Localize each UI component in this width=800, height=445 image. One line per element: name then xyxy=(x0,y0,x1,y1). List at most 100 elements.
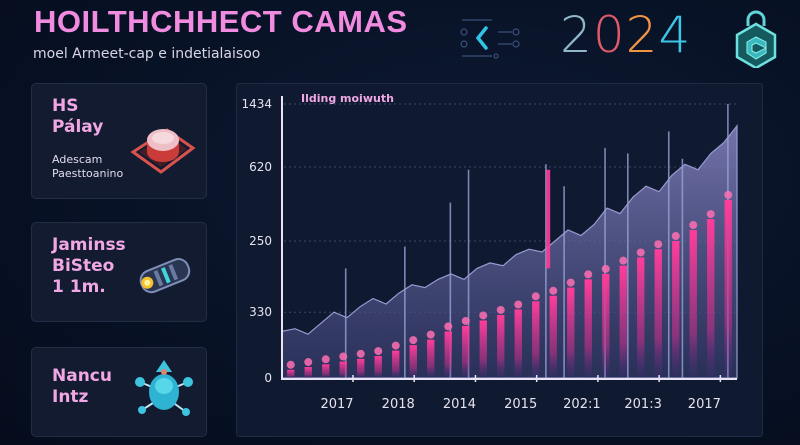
card-jaminss-bisteo[interactable]: Jaminss BiSteo 1 1m. xyxy=(31,222,207,322)
card-heading: Jaminss BiSteo 1 1m. xyxy=(52,235,126,298)
bar-cap xyxy=(671,232,680,240)
bar-cap xyxy=(479,311,488,320)
bar xyxy=(724,199,732,378)
axes xyxy=(281,96,737,382)
y-tick-label: 330 xyxy=(249,305,272,319)
year-digit: 2 xyxy=(560,6,593,64)
bar xyxy=(654,249,662,378)
bar-cap xyxy=(706,210,715,219)
bar xyxy=(462,325,470,378)
bar xyxy=(357,358,365,378)
bar-cap xyxy=(356,349,365,358)
bar-cap xyxy=(286,360,295,369)
bar-cap xyxy=(374,347,383,356)
card-heading-line: 1 1m. xyxy=(52,277,106,297)
bar-cap xyxy=(461,316,470,325)
chart-title: Ilding moiwuth xyxy=(301,92,394,105)
bar xyxy=(707,219,715,378)
bar-cap xyxy=(426,330,435,339)
x-tick-label: 201:3 xyxy=(624,397,661,412)
card-heading-line: Pálay xyxy=(52,117,104,137)
bar xyxy=(619,265,627,378)
card-heading: HS Pálay xyxy=(52,96,103,138)
bar xyxy=(497,314,505,378)
bar-cap xyxy=(409,336,418,345)
bar-cap xyxy=(549,286,558,295)
bar xyxy=(479,320,487,378)
nav-widget[interactable] xyxy=(458,14,528,62)
page-title: HOILTHCHHECT CAMAS xyxy=(34,4,408,39)
bar-cap xyxy=(444,322,453,331)
card-heading-line: Jaminss xyxy=(52,235,126,255)
bar xyxy=(637,257,645,378)
bar xyxy=(322,364,330,378)
bar-cap xyxy=(496,305,505,314)
bar-cap xyxy=(304,358,313,367)
bar xyxy=(672,241,680,378)
bar-cap xyxy=(391,341,400,350)
bar xyxy=(409,345,417,378)
y-tick-label: 250 xyxy=(249,234,272,248)
card-heading: Nancu Intz xyxy=(52,366,112,408)
bar-cap xyxy=(619,256,628,265)
red-device-icon xyxy=(130,128,196,174)
chart-panel: 1434 620 250 330 0 2017 2018 2014 2015 202:1 201:3… xyxy=(236,83,763,437)
hexagon-lock-icon xyxy=(735,10,777,68)
card-subtext-line: Paesttoanino xyxy=(52,167,124,180)
blue-molecule-icon xyxy=(135,360,193,416)
flow-diagram-icon xyxy=(460,19,520,59)
x-tick-label: 202:1 xyxy=(563,397,600,412)
x-tick-label: 2015 xyxy=(504,397,537,412)
year-display: 2024 xyxy=(560,6,691,64)
card-heading-line: HS xyxy=(52,96,79,116)
card-heading-line: BiSteo xyxy=(52,256,115,276)
bar xyxy=(532,301,540,378)
x-tick-label: 2014 xyxy=(443,397,476,412)
bar-cap xyxy=(689,221,698,230)
bar xyxy=(689,230,697,378)
year-digit: 4 xyxy=(658,6,692,64)
y-tick-label: 1434 xyxy=(241,97,272,111)
bar xyxy=(392,350,400,378)
bar-cap xyxy=(584,270,593,279)
growth-chart: 1434 620 250 330 0 2017 2018 2014 2015 202:1 201:3… xyxy=(241,92,738,412)
bar-cap xyxy=(654,240,663,249)
bar xyxy=(514,309,522,378)
year-digit: 2 xyxy=(625,6,659,64)
bar xyxy=(602,273,610,378)
bar-cap xyxy=(601,264,610,273)
bar xyxy=(567,287,575,378)
bar-cap xyxy=(531,292,540,301)
page-subtitle: moel Armeet-cap e indetialaisoo xyxy=(33,46,261,62)
bar xyxy=(374,356,382,378)
bar-cap xyxy=(636,248,645,257)
bar-cap xyxy=(339,352,348,361)
x-tick-label: 2017 xyxy=(320,397,353,412)
capsule-battery-icon xyxy=(139,258,191,294)
bar xyxy=(584,279,592,378)
card-heading-line: Intz xyxy=(52,387,89,407)
card-nancu-intz[interactable]: Nancu Intz xyxy=(31,347,207,437)
bar xyxy=(287,369,295,378)
spike-highlight xyxy=(546,169,551,269)
bar-cap xyxy=(321,355,330,364)
bar-series xyxy=(286,190,733,378)
bar xyxy=(339,361,347,378)
bar xyxy=(427,339,435,378)
card-heading-line: Nancu xyxy=(52,366,112,386)
y-tick-label: 620 xyxy=(249,160,272,174)
bar xyxy=(444,331,452,378)
bar xyxy=(304,367,312,378)
year-digit: 0 xyxy=(592,6,626,64)
tick-labels: 1434 620 250 330 0 2017 2018 2014 2015 202:1 201:3… xyxy=(241,97,720,412)
card-hs-palay[interactable]: HS Pálay Adescam Paesttoanino xyxy=(31,83,207,199)
y-tick-label: 0 xyxy=(264,371,272,385)
card-subtext: Adescam Paesttoanino xyxy=(52,153,123,181)
bar-cap xyxy=(724,190,733,199)
bar-cap xyxy=(566,278,575,287)
bar xyxy=(549,295,557,378)
x-tick-label: 2017 xyxy=(688,397,721,412)
chevron-left-icon[interactable] xyxy=(475,26,488,50)
card-subtext-line: Adescam xyxy=(52,153,103,166)
bar-cap xyxy=(514,300,523,309)
